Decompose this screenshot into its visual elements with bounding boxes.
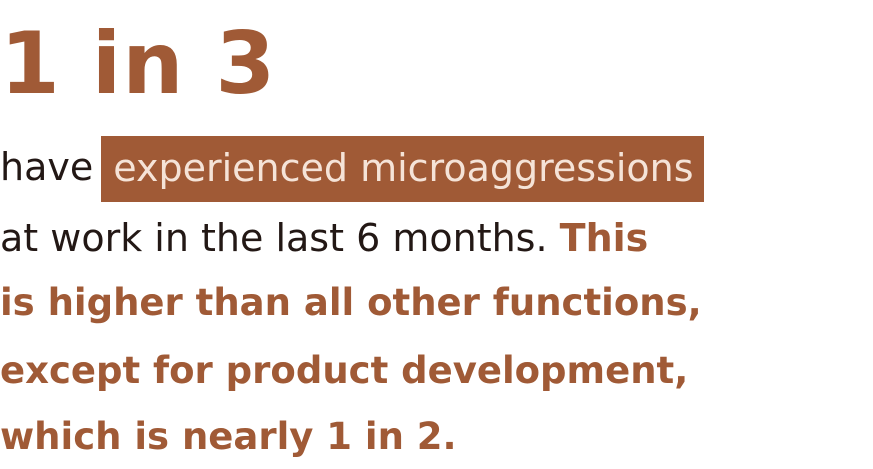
body-line-4: except for product development, — [0, 349, 689, 392]
line1-prefix: have — [0, 145, 94, 189]
body-line-5: which is nearly 1 in 2. — [0, 415, 457, 458]
body-line-1: have experienced microaggressions — [0, 136, 704, 202]
headline-stat: 1 in 3 — [0, 14, 277, 114]
line2-plain-text: at work in the last 6 months. — [0, 216, 548, 260]
line2-accent-text: This — [559, 216, 649, 260]
body-line-2: at work in the last 6 months. This — [0, 207, 648, 269]
highlighted-phrase: experienced microaggressions — [101, 136, 704, 202]
body-line-3: is higher than all other functions, — [0, 281, 702, 324]
